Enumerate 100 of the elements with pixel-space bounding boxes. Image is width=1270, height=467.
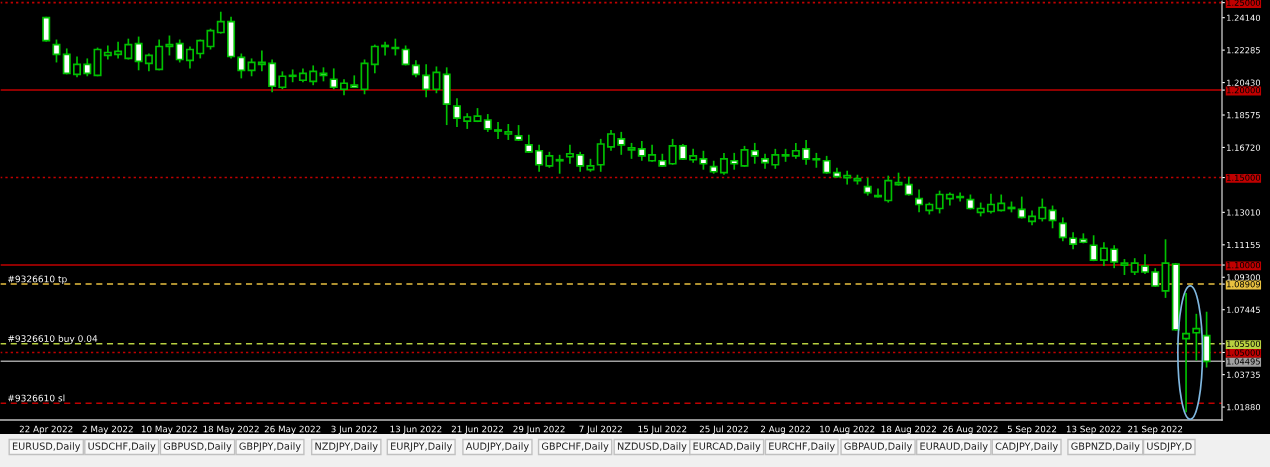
- candlestick: [1140, 253, 1150, 275]
- candlestick: [576, 151, 585, 173]
- candlestick: [719, 152, 728, 176]
- text: EURAUD,Daily: [920, 442, 988, 452]
- candlestick: [565, 144, 574, 165]
- candlestick: [606, 129, 616, 152]
- x-tick-label: 5 Sep 2022: [1007, 425, 1057, 435]
- candlestick: [884, 174, 893, 204]
- candlestick: [740, 145, 749, 168]
- candlestick: [432, 65, 441, 95]
- y-tick-label: 1.20000: [1227, 87, 1261, 94]
- candlestick: [1192, 312, 1201, 362]
- candlestick: [555, 153, 564, 175]
- x-tick-label: 18 May 2022: [203, 425, 259, 435]
- y-tick-label: 1.22285: [1227, 47, 1260, 54]
- x-tick-label: 21 Sep 2022: [1128, 425, 1183, 435]
- candlestick: [370, 43, 379, 75]
- candlestick: [206, 27, 215, 51]
- x-tick-label: 2 May 2022: [82, 425, 133, 435]
- text: USDJPY,D: [1147, 442, 1192, 452]
- candlestick: [452, 97, 461, 128]
- candlestick: [524, 134, 533, 154]
- candlestick: [1038, 197, 1047, 223]
- candlestick: [915, 188, 924, 214]
- candlestick: [155, 38, 164, 72]
- candlestick: [42, 15, 51, 43]
- candlestick: [329, 67, 338, 91]
- ref-line-label: #9326610 sl: [8, 394, 65, 402]
- candlestick: [165, 34, 174, 57]
- x-tick-label: 26 May 2022: [264, 425, 321, 435]
- candlestick: [1182, 292, 1191, 413]
- candlestick: [62, 47, 71, 76]
- x-tick-label: 18 Aug 2022: [881, 425, 936, 435]
- candlestick: [72, 55, 82, 79]
- candlestick: [802, 139, 811, 166]
- y-tick-label: 1.25000: [1227, 0, 1261, 6]
- text: GBPUSD,Daily: [163, 442, 232, 452]
- y-tick-label: 1.05000: [1227, 349, 1261, 356]
- y-tick-label: 1.04495: [1227, 358, 1260, 365]
- y-tick-label: 1.03735: [1227, 371, 1260, 378]
- candlestick: [1110, 244, 1119, 269]
- candlestick: [216, 10, 225, 35]
- y-tick-label: 1.09300: [1227, 274, 1261, 281]
- ref-line-label: #9326610 tp: [8, 275, 67, 285]
- y-tick-label: 1.11155: [1227, 241, 1260, 249]
- text: NZDJPY,Daily: [315, 442, 378, 452]
- candlestick: [986, 192, 995, 215]
- text: AUDJPY,Daily: [465, 442, 529, 452]
- x-tick-label: 10 May 2022: [141, 425, 198, 435]
- x-tick-label: 29 Jun 2022: [513, 425, 565, 434]
- y-tick-label: 1.15000: [1227, 174, 1261, 181]
- text: NZDUSD,Daily: [617, 442, 687, 452]
- y-tick-label: 1.13010: [1227, 209, 1261, 216]
- candlestick: [175, 38, 184, 64]
- candlestick: [52, 38, 61, 64]
- candlestick: [1058, 216, 1067, 243]
- text: CADJPY,Daily: [995, 442, 1058, 452]
- candlestick: [1099, 241, 1108, 267]
- text: EURJPY,Daily: [391, 442, 452, 452]
- candlestick: [1151, 267, 1160, 288]
- candlestick: [617, 131, 626, 156]
- y-tick-label: 1.10000: [1227, 262, 1261, 269]
- y-tick-label: 1.18575: [1227, 112, 1260, 119]
- candlestick: [668, 138, 677, 166]
- text: USDCHF,Daily: [88, 442, 156, 452]
- x-tick-label: 10 Aug 2022: [820, 425, 875, 435]
- candlestick: [596, 138, 605, 173]
- text: GBPCHF,Daily: [541, 442, 609, 452]
- y-tick-label: 1.07445: [1227, 306, 1260, 313]
- y-tick-label: 1.05500: [1227, 340, 1261, 348]
- x-tick-label: 2 Aug 2022: [760, 425, 810, 435]
- text: EURUSD,Daily: [12, 442, 81, 452]
- x-tick-label: 7 Jul 2022: [579, 425, 622, 434]
- candlestick: [494, 121, 503, 140]
- candlestick: [699, 149, 708, 171]
- candlestick: [535, 144, 544, 173]
- y-tick-label: 1.08909: [1227, 281, 1261, 288]
- candlestick: [309, 64, 318, 87]
- x-tick-label: 15 Jul 2022: [638, 425, 687, 434]
- candlestick: [771, 148, 780, 170]
- text: EURCAD,Daily: [693, 442, 761, 452]
- candlestick: [1089, 234, 1098, 263]
- candlestick: [1048, 204, 1057, 230]
- candlestick: [904, 175, 913, 197]
- candlestick: [134, 35, 143, 72]
- text: GBPJPY,Daily: [239, 442, 301, 452]
- text: EURCHF,Daily: [769, 442, 835, 452]
- candlestick: [237, 52, 246, 80]
- x-tick-label: 25 Jul 2022: [699, 425, 748, 434]
- candlestick: [750, 142, 759, 165]
- x-tick-label: 13 Jun 2022: [390, 425, 442, 434]
- x-tick-label: 13 Sep 2022: [1066, 425, 1121, 435]
- x-tick-label: 26 Aug 2022: [943, 425, 998, 435]
- candlestick: [935, 189, 944, 215]
- y-tick-label: 1.01880: [1227, 404, 1261, 411]
- x-tick-label: 3 Jun 2022: [331, 425, 377, 434]
- y-tick-label: 1.16720: [1227, 144, 1261, 151]
- x-tick-label: 21 Jun 2022: [451, 425, 503, 434]
- y-tick-label: 1.20430: [1227, 79, 1261, 86]
- ref-line-label: #9326610 buy 0.04: [8, 334, 98, 344]
